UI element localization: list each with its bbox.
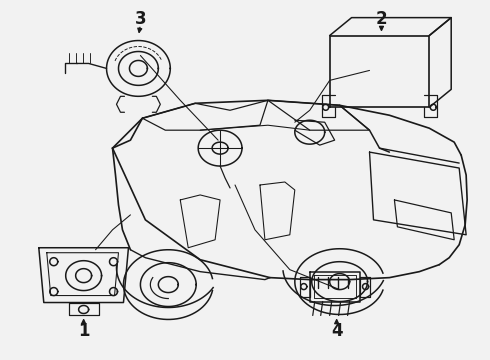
Text: 3: 3 xyxy=(135,10,146,28)
Text: 1: 1 xyxy=(78,323,89,341)
Text: 2: 2 xyxy=(376,10,387,28)
Text: 4: 4 xyxy=(331,323,343,341)
